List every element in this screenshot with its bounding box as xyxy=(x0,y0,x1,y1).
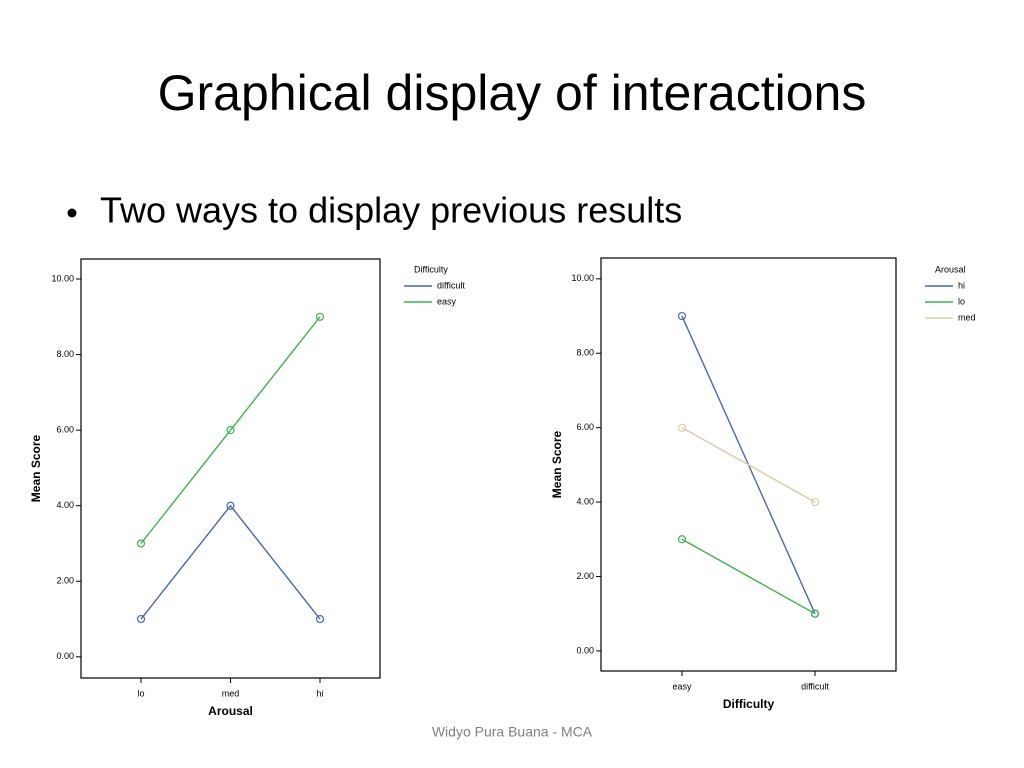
point-marker xyxy=(315,614,325,624)
y-axis-label: Mean Score xyxy=(550,430,564,498)
point-marker xyxy=(315,312,325,321)
legend-title: Difficulty xyxy=(414,264,448,274)
point-marker xyxy=(226,426,235,435)
point-marker xyxy=(677,423,687,432)
y-tick-label: 10.00 xyxy=(51,273,74,283)
point-marker xyxy=(136,539,146,548)
x-tick-label: hi xyxy=(316,688,323,698)
x-tick-label: lo xyxy=(137,688,144,698)
legend-label: difficult xyxy=(437,280,465,290)
slide-title: Graphical display of interactions xyxy=(158,65,867,121)
y-tick-label: 4.00 xyxy=(576,496,594,506)
footer: Widyo Pura Buana - MCA xyxy=(432,724,593,740)
legend-title: Arousal xyxy=(935,264,966,274)
series-line xyxy=(140,316,321,544)
legend-label: easy xyxy=(437,296,457,306)
y-tick-label: 8.00 xyxy=(56,349,74,359)
plot-frame xyxy=(600,257,897,672)
y-tick-label: 6.00 xyxy=(576,422,594,432)
y-tick-label: 0.00 xyxy=(576,645,594,655)
x-axis-label: Difficulty xyxy=(723,697,775,711)
y-tick-label: 2.00 xyxy=(56,576,74,586)
point-marker xyxy=(810,497,820,507)
x-axis-label: Arousal xyxy=(208,704,253,718)
point-marker xyxy=(677,535,687,544)
y-tick-label: 6.00 xyxy=(56,425,74,435)
y-tick-label: 0.00 xyxy=(56,651,74,661)
legend-label: lo xyxy=(958,296,965,306)
series-line xyxy=(681,427,816,503)
y-tick-label: 10.00 xyxy=(571,273,594,283)
y-axis-label: Mean Score xyxy=(29,434,43,502)
point-marker xyxy=(226,501,235,510)
point-marker xyxy=(136,614,146,624)
y-tick-label: 4.00 xyxy=(56,500,74,510)
x-tick-label: easy xyxy=(672,681,692,691)
x-tick-label: difficult xyxy=(801,681,829,691)
y-tick-label: 8.00 xyxy=(576,348,594,358)
y-tick-label: 2.00 xyxy=(576,571,594,581)
legend-label: med xyxy=(958,312,976,322)
series-line xyxy=(681,538,816,615)
bullet-text: Two ways to display previous results xyxy=(100,190,682,231)
x-tick-label: med xyxy=(222,688,240,698)
point-marker xyxy=(810,609,820,618)
legend-label: hi xyxy=(958,280,965,290)
plot-frame xyxy=(80,258,381,679)
series-line xyxy=(140,504,321,620)
bullet-dot xyxy=(67,208,77,218)
point-marker xyxy=(677,311,687,321)
